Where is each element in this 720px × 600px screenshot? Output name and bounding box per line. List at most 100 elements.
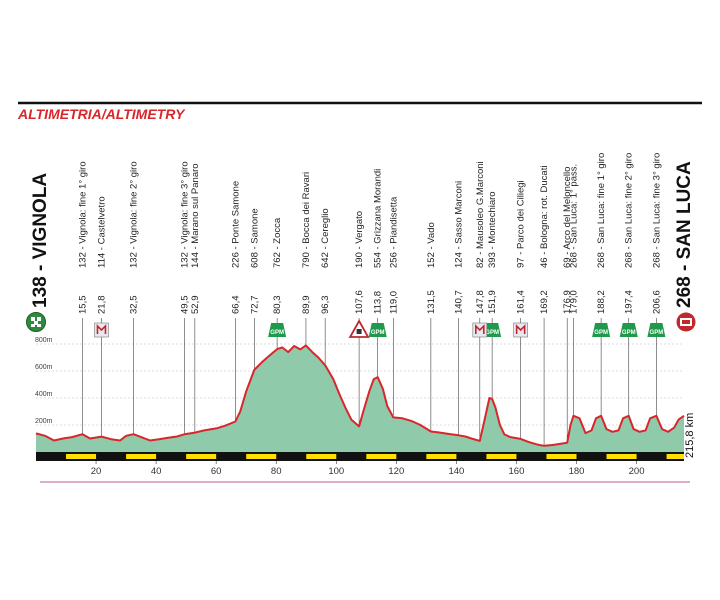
waypoint-km: 32,5 xyxy=(129,296,140,315)
x-axis-segment xyxy=(606,454,637,459)
waypoint-km: 15,5 xyxy=(78,296,89,315)
waypoint-name: 268 - San Luca: 1° pass. xyxy=(569,164,580,268)
chart-title: ALTIMETRIA/ALTIMETRY xyxy=(17,106,186,122)
waypoint-km: 96,3 xyxy=(320,296,331,315)
x-axis-segment xyxy=(426,454,457,459)
gpm-mountain-icon xyxy=(619,323,638,337)
gpm-mountain-icon xyxy=(647,323,666,337)
sprint-icon-mark xyxy=(475,324,485,334)
waypoint-name: 46 - Bologna: rot. Ducati xyxy=(539,166,550,268)
waypoint-name: 268 - San Luca: fine 1° giro xyxy=(596,153,607,268)
y-tick-label: 200m xyxy=(35,418,53,425)
y-tick-label: 400m xyxy=(35,391,53,398)
x-tick-label: 200 xyxy=(629,466,645,477)
x-axis-bar xyxy=(36,452,684,461)
profile-fill xyxy=(36,345,684,452)
gpm-label: GPM xyxy=(485,330,499,336)
x-axis: 20 40 60 80 100 120 140 160 180 200 xyxy=(36,452,684,477)
x-axis-segment xyxy=(126,454,157,459)
waypoint-km: 151,9 xyxy=(487,290,498,314)
x-tick-label: 180 xyxy=(569,466,585,477)
waypoint-name: 642 - Cereglio xyxy=(320,208,331,268)
gpm-mountain-icon xyxy=(268,323,287,337)
waypoint-km: 52,9 xyxy=(190,296,201,315)
x-axis-segment xyxy=(306,454,337,459)
x-tick-label: 100 xyxy=(328,466,344,477)
waypoint-km: 179,0 xyxy=(569,290,580,314)
start-icon xyxy=(26,312,46,332)
gpm-label: GPM xyxy=(594,330,608,336)
x-tick-label: 140 xyxy=(448,466,464,477)
gpm-label: GPM xyxy=(270,330,284,336)
y-tick-label: 600m xyxy=(35,364,53,371)
gpm-mountain-icon xyxy=(483,323,502,337)
x-axis-segment xyxy=(546,454,577,459)
waypoint-name: 144 - Marano sul Panaro xyxy=(190,163,201,268)
waypoint-name: 554 - Grizzana Morandi xyxy=(373,169,384,268)
waypoint-name: 226 - Ponte Samone xyxy=(230,181,241,268)
x-axis-segment xyxy=(366,454,397,459)
x-tick-label: 160 xyxy=(509,466,525,477)
x-tick-label: 80 xyxy=(271,466,282,477)
waypoint-km: 80,3 xyxy=(272,296,283,315)
waypoint-km: 113,8 xyxy=(373,291,384,314)
waypoint-km: 89,9 xyxy=(301,296,312,315)
waypoint-km: 49,5 xyxy=(180,296,191,315)
waypoint-labels: 132 - Vignola: fine 1° giro 15,5 114 - Cas… xyxy=(78,153,663,314)
waypoint-km: 147,8 xyxy=(475,290,486,314)
profile-line xyxy=(35,344,685,447)
waypoint-name: 762 - Zocca xyxy=(272,217,283,268)
waypoint-km: 66,4 xyxy=(230,296,241,315)
x-tick-label: 20 xyxy=(91,466,102,477)
waypoint-km: 119,0 xyxy=(388,291,399,314)
waypoint-km: 169,2 xyxy=(539,290,550,314)
waypoint-km: 107,6 xyxy=(354,290,365,314)
waypoint-km: 72,7 xyxy=(249,296,260,315)
sprint-icon-mark xyxy=(515,324,526,334)
waypoint-km: 197,4 xyxy=(624,290,635,314)
waypoint-km: 21,8 xyxy=(97,296,108,315)
gpm-label: GPM xyxy=(371,330,385,336)
waypoint-km: 188,2 xyxy=(596,290,607,314)
x-tick-label: 40 xyxy=(151,466,162,477)
x-axis-segment xyxy=(66,454,97,459)
waypoint-name: 69 - Arco del Meloncello xyxy=(562,167,573,268)
x-axis-segment xyxy=(246,454,277,459)
finish-icon xyxy=(676,312,696,332)
y-tick-label: 800m xyxy=(35,337,53,344)
waypoint-name: 132 - Vignola: fine 2° giro xyxy=(129,161,140,268)
x-tick-label: 120 xyxy=(388,466,404,477)
x-tick-label: 60 xyxy=(211,466,222,477)
waypoint-name: 114 - Castelvetro xyxy=(97,196,108,268)
start-label: 138 - VIGNOLA xyxy=(30,173,51,308)
waypoint-name: 82 - Mausoleo G.Marconi xyxy=(475,161,486,268)
gpm-label: GPM xyxy=(650,330,664,336)
x-axis-segment xyxy=(486,454,517,459)
x-axis-segment xyxy=(186,454,217,459)
waypoint-name: 132 - Vignola: fine 1° giro xyxy=(78,161,89,268)
waypoint-name: 790 - Bocca dei Ravari xyxy=(301,172,312,268)
waypoint-km: 140,7 xyxy=(454,290,465,314)
finish-label: 268 - SAN LUCA xyxy=(674,161,695,308)
gpm-label: GPM xyxy=(622,330,636,336)
y-axis: 200m 400m 600m 800m xyxy=(35,337,684,426)
danger-warning-icon-mark xyxy=(356,329,362,334)
waypoint-name: 393 - Montechiaro xyxy=(487,191,498,268)
waypoint-name: 268 - San Luca: fine 2° giro xyxy=(624,153,635,268)
waypoint-name: 268 - San Luca: fine 3° giro xyxy=(651,153,662,268)
waypoint-name: 190 - Vergato xyxy=(354,211,365,268)
waypoint-name: 132 - Vignola: fine 3° giro xyxy=(180,161,191,268)
waypoint-km: 176,9 xyxy=(562,290,573,314)
waypoint-km: 131,5 xyxy=(426,290,437,314)
waypoint-name: 608 - Samone xyxy=(249,208,260,268)
sprint-icon-mark xyxy=(96,324,107,334)
waypoint-km: 161,4 xyxy=(516,290,527,314)
waypoint-name: 97 - Parco dei Ciliegi xyxy=(516,180,527,268)
x-axis-segment xyxy=(666,454,684,459)
waypoint-name: 256 - Piandisetta xyxy=(388,196,399,268)
waypoint-name: 124 - Sasso Marconi xyxy=(454,181,465,268)
gpm-mountain-icon xyxy=(368,323,387,337)
markers: GPM GPM GPM GPM GPM GPM xyxy=(94,319,666,338)
gpm-mountain-icon xyxy=(592,323,611,337)
